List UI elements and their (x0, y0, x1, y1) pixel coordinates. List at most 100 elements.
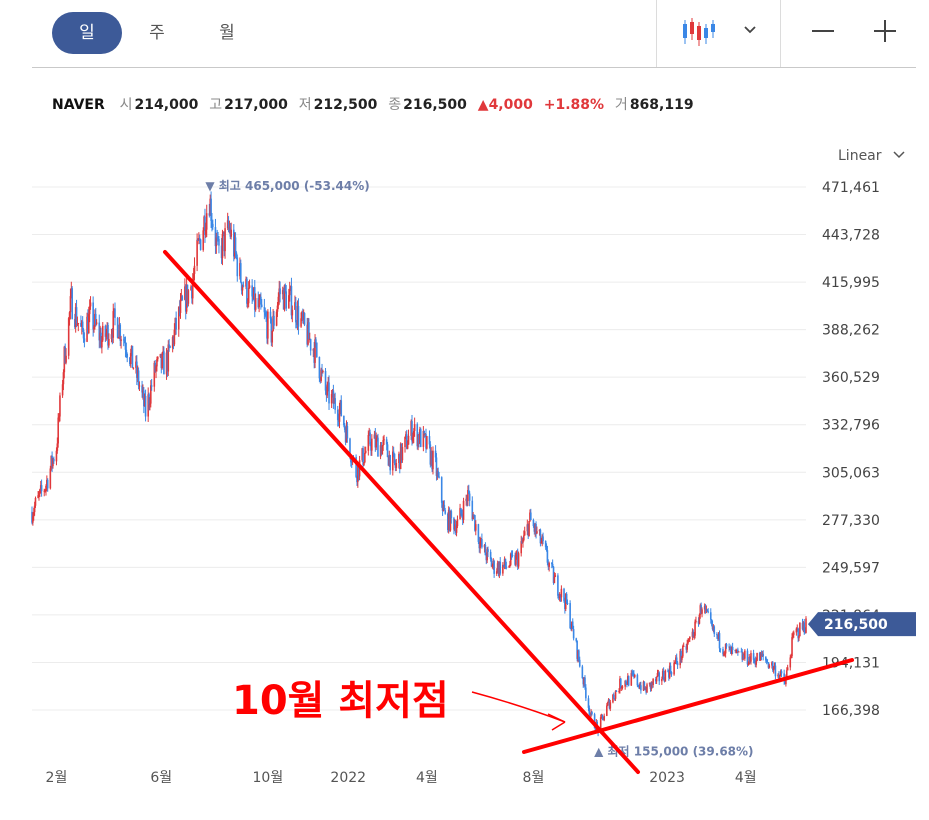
candlestick-icon[interactable] (678, 14, 718, 50)
candle (765, 656, 767, 661)
candle (339, 400, 342, 409)
candle (362, 448, 364, 466)
candle (588, 707, 591, 715)
candle (253, 287, 255, 300)
candle (383, 439, 385, 441)
candle (479, 541, 481, 549)
candle (709, 612, 712, 620)
candle (283, 285, 286, 310)
candle (70, 288, 73, 297)
candle (418, 434, 420, 444)
candle (509, 553, 512, 565)
candle (613, 698, 616, 700)
candle (548, 563, 550, 567)
candle (654, 679, 657, 682)
candle (56, 443, 59, 451)
scale-selector[interactable]: Linear (838, 148, 906, 164)
candle (523, 531, 526, 536)
tab-day[interactable]: 일 (52, 12, 122, 54)
candle (621, 686, 624, 688)
candle (619, 678, 621, 691)
open-label: 시 (119, 97, 133, 113)
candle (497, 563, 500, 574)
candle (227, 220, 230, 229)
candle (517, 553, 520, 567)
candle (393, 453, 396, 463)
x-tick-label: 8월 (523, 770, 545, 786)
candle (593, 714, 596, 729)
candle (57, 417, 60, 444)
candle (203, 216, 205, 231)
candle (582, 678, 585, 685)
candle (399, 443, 402, 470)
minus-icon[interactable] (808, 16, 838, 46)
candle (337, 420, 340, 422)
candle (430, 451, 433, 465)
candle (467, 490, 470, 494)
candle (282, 290, 285, 310)
candle (785, 670, 788, 677)
candle (77, 322, 80, 324)
candle (799, 622, 801, 637)
candle (791, 637, 793, 657)
candle (443, 504, 446, 511)
candle (538, 529, 541, 532)
candle (302, 312, 304, 320)
candle (426, 436, 428, 449)
candle (786, 667, 789, 671)
candle (38, 493, 40, 496)
candle (542, 536, 544, 542)
candle (557, 575, 559, 596)
candle (496, 563, 499, 572)
candle (741, 651, 744, 660)
candle (186, 284, 189, 304)
candle (106, 324, 108, 334)
candle (193, 265, 196, 274)
candle (502, 564, 505, 566)
chevron-down-icon[interactable] (738, 18, 762, 42)
candle (242, 285, 245, 287)
candle (167, 344, 170, 372)
low-value: 212,500 (313, 97, 378, 113)
candle (357, 464, 359, 483)
tab-month[interactable]: 월 (219, 23, 235, 43)
candle (718, 633, 721, 649)
candle (381, 445, 384, 455)
candle (271, 330, 274, 343)
candle (80, 321, 83, 327)
candle (658, 672, 661, 682)
candle (680, 651, 682, 660)
candle (790, 656, 792, 658)
candle (319, 378, 322, 381)
candle (31, 511, 33, 523)
candle (502, 564, 504, 574)
candle (676, 663, 679, 666)
candle (172, 337, 175, 345)
candle (241, 285, 244, 291)
candle (82, 329, 85, 339)
tab-week[interactable]: 주 (149, 23, 165, 43)
candle (398, 453, 401, 470)
candle (758, 652, 761, 661)
x-tick-label: 2023 (649, 770, 685, 786)
candle (619, 678, 622, 688)
candle (123, 340, 126, 343)
candle (675, 657, 677, 663)
candle (59, 395, 61, 417)
candle (646, 684, 648, 693)
candle (74, 318, 76, 328)
plus-icon[interactable] (870, 16, 900, 46)
candle (80, 322, 82, 327)
candle (668, 671, 670, 678)
candle (802, 622, 805, 630)
x-tick-label: 10월 (253, 770, 284, 786)
candle (642, 681, 645, 691)
candle (766, 662, 769, 664)
candle (624, 680, 626, 687)
scale-label: Linear (838, 148, 882, 164)
candle (448, 509, 451, 531)
candle (481, 538, 483, 548)
candle (417, 434, 419, 447)
candle (147, 394, 149, 417)
